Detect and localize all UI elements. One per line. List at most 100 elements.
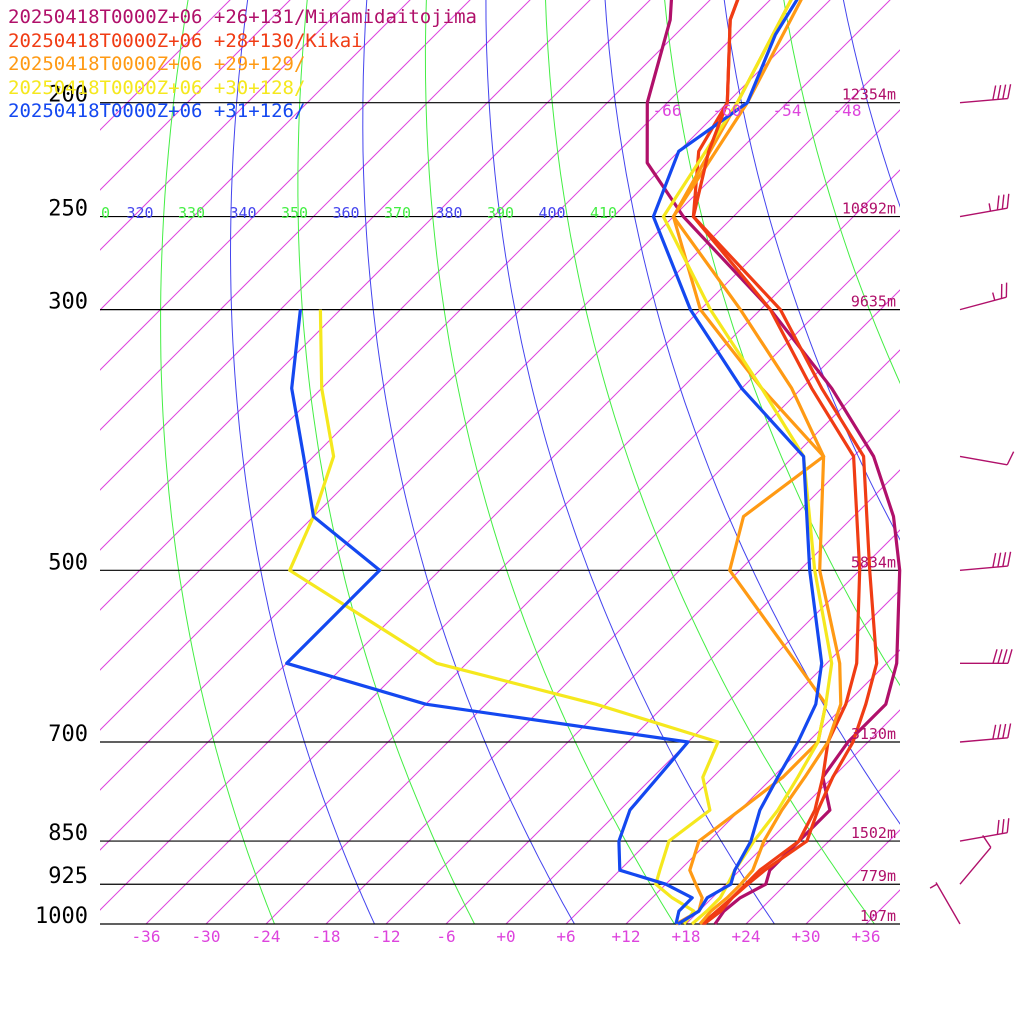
theta-label: 340 bbox=[229, 204, 256, 222]
temperature-tick-label: +18 bbox=[672, 927, 701, 946]
theta-label: 360 bbox=[332, 204, 359, 222]
theta-label: 380 bbox=[435, 204, 462, 222]
height-label: 5834m bbox=[851, 553, 896, 571]
isotherm-label: -66 bbox=[653, 101, 682, 120]
pressure-label: 1000 bbox=[35, 904, 88, 929]
isotherm-line bbox=[505, 529, 900, 924]
isotherm-line bbox=[265, 289, 900, 924]
isobar-lines bbox=[100, 102, 900, 925]
profile-line bbox=[671, 0, 843, 926]
temperature-tick-label: +30 bbox=[792, 927, 821, 946]
isotherm-line bbox=[100, 0, 891, 791]
legend-entry: 20250418T0000Z+06 +26+131/Minamidaitojim… bbox=[8, 6, 477, 28]
profile-line bbox=[651, 0, 824, 926]
isotherm-label: -54 bbox=[773, 101, 802, 120]
adiabat-line bbox=[160, 0, 276, 924]
adiabat-line bbox=[842, 0, 900, 208]
temperature-tick-label: -12 bbox=[372, 927, 401, 946]
isotherm-line bbox=[100, 0, 771, 671]
adiabat-line bbox=[723, 0, 900, 541]
sounding-profiles bbox=[285, 0, 902, 926]
theta-label: 320 bbox=[126, 204, 153, 222]
legend-entry: 20250418T0000Z+06 +31+126/ bbox=[8, 100, 306, 122]
height-label: 10892m bbox=[842, 200, 896, 218]
wind-barb bbox=[959, 834, 992, 885]
wind-barb bbox=[960, 649, 1013, 665]
height-label: 9635m bbox=[851, 293, 896, 311]
adiabat-line bbox=[962, 0, 1024, 949]
temperature-tick-label: +6 bbox=[556, 927, 575, 946]
profile-line bbox=[285, 309, 694, 925]
chart-legend: 20250418T0000Z+06 +26+131/Minamidaitojim… bbox=[8, 6, 477, 124]
pressure-label: 500 bbox=[48, 550, 88, 575]
pressure-label: 250 bbox=[48, 197, 88, 222]
theta-label: 0 bbox=[101, 204, 110, 222]
isotherm-line bbox=[205, 229, 900, 924]
pressure-label: 850 bbox=[48, 821, 88, 846]
adiabat-line bbox=[1012, 0, 1024, 949]
height-label: 1502m bbox=[851, 824, 896, 842]
profile-line bbox=[671, 0, 828, 926]
temperature-tick-label: +12 bbox=[612, 927, 641, 946]
isotherm-line bbox=[100, 0, 591, 491]
profile-line bbox=[691, 0, 862, 926]
theta-label: 370 bbox=[384, 204, 411, 222]
wind-barb bbox=[959, 84, 1012, 104]
isotherm-line bbox=[100, 0, 471, 371]
pressure-label: 700 bbox=[48, 722, 88, 747]
isotherm-line bbox=[100, 0, 351, 251]
temperature-tick-label: +0 bbox=[496, 927, 515, 946]
isotherm-line bbox=[865, 889, 900, 924]
isotherm-label: -60 bbox=[713, 101, 742, 120]
height-label: 12354m bbox=[842, 86, 896, 104]
background-grid bbox=[100, 0, 1024, 949]
wind-barb bbox=[959, 451, 1015, 466]
isotherm-line bbox=[100, 0, 651, 551]
temperature-tick-label: -36 bbox=[132, 927, 161, 946]
height-label: 3130m bbox=[851, 725, 896, 743]
theta-label: 390 bbox=[487, 204, 514, 222]
isotherm-line bbox=[100, 0, 291, 191]
legend-entry: 20250418T0000Z+06 +30+128/ bbox=[8, 76, 306, 99]
height-label: 107m bbox=[860, 907, 896, 925]
adiabat-line bbox=[912, 0, 1024, 949]
theta-label: 400 bbox=[538, 204, 565, 222]
isotherm-line bbox=[100, 0, 531, 431]
theta-label: 410 bbox=[590, 204, 617, 222]
isotherm-line bbox=[565, 589, 900, 924]
profile-line bbox=[691, 0, 879, 926]
isotherm-line bbox=[100, 109, 900, 911]
isotherm-line bbox=[385, 409, 900, 924]
isotherm-line bbox=[100, 0, 231, 131]
wind-barb bbox=[929, 882, 961, 925]
profile-line bbox=[288, 309, 720, 925]
adiabat-line bbox=[424, 0, 676, 924]
legend-entry: 20250418T0000Z+06 +28+130/Kikai bbox=[8, 29, 363, 52]
wind-barb bbox=[959, 282, 1008, 311]
wind-barbs bbox=[929, 84, 1015, 925]
temperature-tick-label: -6 bbox=[436, 927, 455, 946]
adiabat-line bbox=[862, 0, 1024, 949]
temperature-tick-label: +24 bbox=[732, 927, 761, 946]
wind-barb bbox=[959, 193, 1010, 218]
isotherm-line bbox=[100, 0, 711, 611]
temperature-tick-label: -24 bbox=[252, 927, 281, 946]
temperature-tick-label: -30 bbox=[192, 927, 221, 946]
wind-barb bbox=[959, 551, 1012, 571]
isotherm-line bbox=[445, 469, 900, 924]
isotherm-line bbox=[100, 0, 411, 311]
adiabat-line bbox=[545, 0, 876, 924]
legend-entry: 20250418T0000Z+06 +29+129/ bbox=[8, 53, 306, 75]
temperature-tick-label: +36 bbox=[852, 927, 881, 946]
pressure-label: 925 bbox=[48, 864, 88, 889]
isotherm-label: -48 bbox=[833, 101, 862, 120]
theta-label: 330 bbox=[178, 204, 205, 222]
height-label: 779m bbox=[860, 867, 896, 885]
isotherm-line bbox=[145, 169, 900, 924]
isotherm-line bbox=[325, 349, 900, 924]
theta-label: 350 bbox=[281, 204, 308, 222]
axis-labels: 100150200250300500700850925100016555m141… bbox=[35, 83, 896, 946]
pressure-label: 300 bbox=[48, 290, 88, 315]
pressure-label: 200 bbox=[48, 83, 88, 108]
